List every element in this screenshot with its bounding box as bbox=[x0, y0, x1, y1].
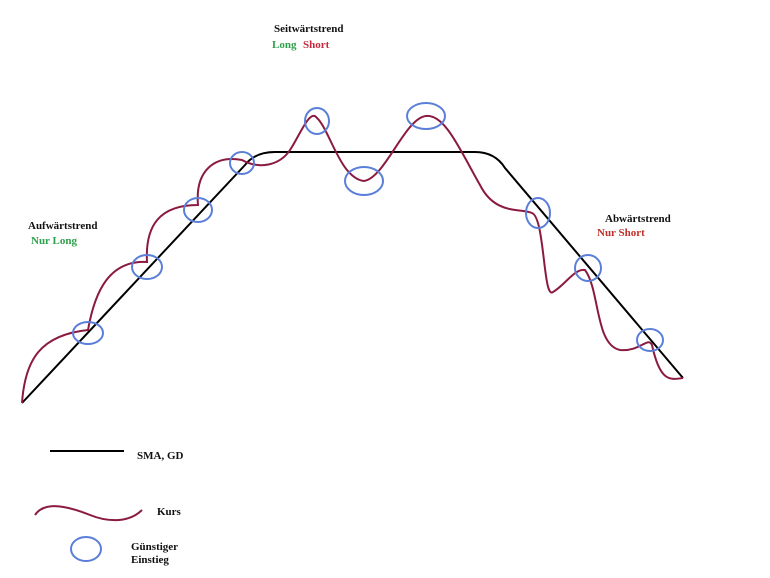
entry-ellipse bbox=[406, 102, 446, 130]
entry-ellipse bbox=[636, 328, 664, 352]
sideways-short: Short bbox=[303, 39, 330, 51]
entry-points bbox=[72, 102, 664, 352]
entry-ellipse bbox=[72, 321, 104, 345]
legend-entry-label: Einstieg bbox=[131, 554, 169, 566]
legend-entry-label: Günstiger bbox=[131, 541, 178, 553]
entry-ellipse bbox=[574, 254, 602, 282]
legend-price-swatch bbox=[34, 505, 143, 522]
legend-sma-label: SMA, GD bbox=[137, 450, 184, 462]
sma-line bbox=[21, 151, 684, 404]
legend-entry-swatch bbox=[70, 536, 102, 562]
entry-ellipse bbox=[525, 197, 551, 229]
sideways-long: Long bbox=[272, 39, 297, 51]
uptrend-note: Nur Long bbox=[31, 235, 77, 247]
entry-ellipse bbox=[344, 166, 384, 196]
downtrend-title: Abwärtstrend bbox=[605, 213, 671, 225]
entry-ellipse bbox=[131, 254, 163, 280]
legend-price-label: Kurs bbox=[157, 506, 182, 518]
entry-ellipse bbox=[229, 151, 255, 175]
uptrend-title: Aufwärtstrend bbox=[28, 220, 97, 232]
sideways-title: Seitwärtstrend bbox=[274, 23, 343, 35]
entry-ellipse bbox=[304, 107, 330, 135]
price-line bbox=[21, 114, 684, 404]
downtrend-note: Nur Short bbox=[597, 227, 645, 239]
entry-ellipse bbox=[183, 197, 213, 223]
